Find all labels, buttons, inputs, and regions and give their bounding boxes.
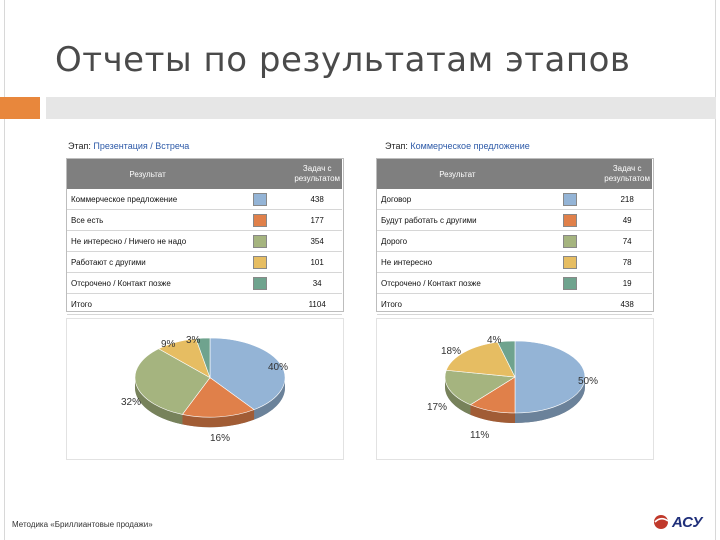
right-stage-prefix: Этап: [385,141,408,151]
left-stage-prefix: Этап: [68,141,91,151]
table-row: Не интересно 78 [377,251,652,273]
accent-band-orange [0,97,40,119]
right-total-label: Итого [377,293,538,315]
asu-logo: АСУ [654,514,704,531]
right-row-swatch [563,255,578,269]
right-header-result: Результат [377,159,538,189]
right-row-value: 78 [602,251,652,273]
left-chart-frame [66,318,344,460]
left-pie-label: 3% [186,335,201,346]
right-pie-slice [445,341,516,378]
left-row-swatch [253,213,268,227]
left-row-value: 34 [292,272,342,294]
right-row-swatch [563,234,578,248]
frame-line-left [4,0,5,540]
left-row-label: Все есть [67,209,229,231]
right-stage-name: Коммерческое предложение [410,141,530,151]
right-header-count: Задач с результатом [602,159,652,189]
left-row-label: Не интересно / Ничего не надо [67,230,229,252]
left-row-swatch [253,255,268,269]
logo-text: АСУ [671,514,704,531]
left-pie-slice [181,377,255,418]
right-row-value: 49 [602,209,652,231]
right-pie-label: 4% [487,335,502,346]
right-row-label: Договор [377,189,538,210]
table-row-total: Итого 1104 [67,293,342,315]
left-pie-label: 16% [210,433,231,444]
right-row-value: 74 [602,230,652,252]
right-row-label: Будут работать с другими [377,209,538,231]
frame-line-right [715,0,716,540]
left-header-count: Задач с результатом [292,159,342,189]
left-stage-caption: Этап: Презентация / Встреча [68,141,189,151]
left-pie-wall [135,377,183,425]
left-row-value: 354 [292,230,342,252]
left-stage-name: Презентация / Встреча [93,141,190,151]
left-total-label: Итого [67,293,229,315]
right-row-value: 218 [602,189,652,210]
left-row-value: 438 [292,189,342,210]
table-row: Отсрочено / Контакт позже 19 [377,272,652,294]
left-row-label: Коммерческое предложение [67,189,229,210]
accent-band-gray [46,97,716,119]
left-pie-slice [134,348,211,415]
left-header-swatch [228,159,293,189]
right-row-label: Отсрочено / Контакт позже [377,272,538,294]
left-row-label: Отсрочено / Контакт позже [67,272,229,294]
table-row: Договор 218 [377,189,652,210]
right-pie-wall [445,377,471,415]
left-pie-chart [134,337,286,428]
right-chart-frame [376,318,654,460]
left-pie-slice [195,337,211,378]
right-pie-slice [497,340,516,378]
left-row-swatch [253,234,268,248]
right-total-value: 438 [602,293,652,315]
table-row: Работают с другими 101 [67,251,342,273]
left-pie-slice [209,337,286,410]
table-row: Будут работать с другими 49 [377,209,652,231]
right-pie-wall [470,404,515,423]
table-row-total: Итого 438 [377,293,652,315]
footer-methodology: Методика «Бриллиантовые продажи» [12,520,153,529]
right-results-table: Результат Задач с результатом Договор 21… [377,159,652,315]
left-pie-label: 9% [161,339,176,350]
table-row: Коммерческое предложение 438 [67,189,342,210]
right-row-value: 19 [602,272,652,294]
table-row: Все есть 177 [67,209,342,231]
right-stage-caption: Этап: Коммерческое предложение [385,141,530,151]
right-row-label: Дорого [377,230,538,252]
right-row-swatch [563,213,578,227]
right-row-swatch [563,192,578,206]
left-row-label: Работают с другими [67,251,229,273]
left-pie-wall [254,377,285,420]
right-row-swatch [563,276,578,290]
right-pie-slice [444,369,516,406]
right-header-swatch [537,159,603,189]
table-row: Дорого 74 [377,230,652,252]
left-header-result: Результат [67,159,229,189]
left-row-value: 177 [292,209,342,231]
left-pie-label: 40% [268,362,289,373]
left-results-table: Результат Задач с результатом Коммерческ… [67,159,342,315]
table-row: Не интересно / Ничего не надо 354 [67,230,342,252]
table-row: Отсрочено / Контакт позже 34 [67,272,342,294]
left-row-swatch [253,192,268,206]
page-title: Отчеты по результатам этапов [55,40,631,80]
left-row-value: 101 [292,251,342,273]
right-pie-label: 18% [441,346,462,357]
right-pie-chart [444,340,586,423]
left-pie-label: 32% [121,397,142,408]
right-pie-label: 11% [470,430,490,441]
right-pie-label: 17% [427,402,448,413]
right-pie-wall [515,377,585,423]
right-pie-slice [514,340,586,414]
left-pie-wall [182,409,255,428]
left-row-swatch [253,276,268,290]
left-total-value: 1104 [292,293,342,315]
right-row-label: Не интересно [377,251,538,273]
right-pie-label: 50% [578,376,599,387]
